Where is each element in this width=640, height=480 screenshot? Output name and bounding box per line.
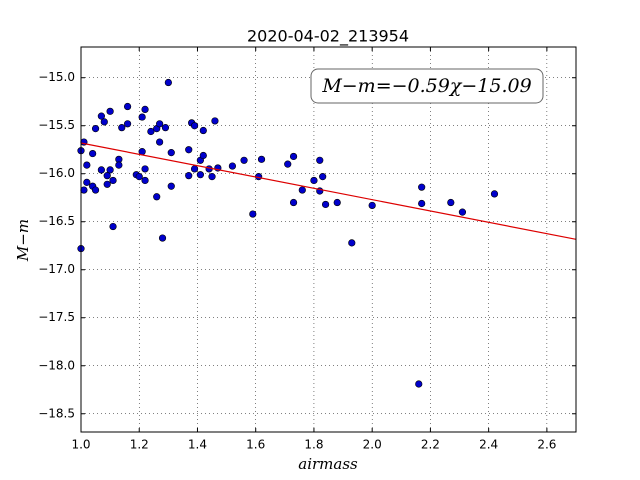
point xyxy=(249,210,257,218)
point xyxy=(97,166,105,174)
y-tick-label: −18.5 xyxy=(38,406,75,420)
point xyxy=(185,146,193,154)
point xyxy=(240,156,248,164)
point xyxy=(199,151,207,160)
point xyxy=(164,78,172,87)
y-tick-label: −16.5 xyxy=(38,214,75,228)
point xyxy=(418,183,426,191)
point xyxy=(83,161,91,169)
point xyxy=(284,160,292,168)
point xyxy=(83,178,91,186)
x-axis-label: airmass xyxy=(298,455,358,473)
point xyxy=(153,193,161,201)
point xyxy=(106,107,114,115)
point xyxy=(91,186,100,194)
point xyxy=(156,120,164,128)
plot-frame xyxy=(80,46,577,433)
point xyxy=(447,198,455,207)
point xyxy=(458,208,467,216)
point xyxy=(100,118,108,126)
point xyxy=(289,152,298,161)
x-tick-label: 2.2 xyxy=(421,438,440,452)
point xyxy=(118,124,126,132)
point xyxy=(490,190,499,198)
point xyxy=(190,122,199,130)
y-tick-label: −16.0 xyxy=(38,166,75,180)
point xyxy=(298,186,306,194)
point xyxy=(185,172,193,180)
point xyxy=(89,149,97,158)
point xyxy=(348,239,356,247)
x-tick-label: 1.6 xyxy=(246,438,265,452)
annotation-box xyxy=(310,68,544,104)
point xyxy=(208,173,216,181)
point xyxy=(135,173,143,181)
point xyxy=(97,112,105,120)
y-tick-label: −18.0 xyxy=(38,358,75,372)
x-tick-label: 1.4 xyxy=(188,438,207,452)
point xyxy=(289,198,298,207)
point xyxy=(147,127,155,136)
point xyxy=(333,198,341,207)
point xyxy=(141,176,149,185)
point xyxy=(158,234,167,242)
point xyxy=(316,156,324,164)
y-tick-label: −17.5 xyxy=(38,310,75,324)
point xyxy=(123,120,132,128)
x-tick-label: 1.0 xyxy=(71,438,90,452)
x-tick-label: 2.6 xyxy=(537,438,556,452)
point xyxy=(415,380,423,388)
point xyxy=(91,125,100,133)
x-tick-label: 2.0 xyxy=(363,438,382,452)
point xyxy=(319,173,327,181)
point xyxy=(109,222,117,231)
x-tick-label: 1.8 xyxy=(304,438,323,452)
point xyxy=(418,199,426,208)
point xyxy=(199,126,207,135)
point xyxy=(123,102,132,111)
point xyxy=(368,201,376,210)
x-tick-label: 1.2 xyxy=(130,438,149,452)
point xyxy=(141,165,149,173)
point xyxy=(141,105,149,114)
point xyxy=(257,155,266,163)
point xyxy=(156,138,164,146)
y-tick-label: −15.0 xyxy=(38,70,75,84)
point xyxy=(138,113,146,121)
chart-title: 2020-04-02_213954 xyxy=(247,27,409,47)
point xyxy=(109,176,117,185)
point xyxy=(310,176,318,185)
x-tick-label: 2.4 xyxy=(479,438,498,452)
point xyxy=(103,172,111,180)
y-axis-label: M−m xyxy=(14,219,32,262)
point xyxy=(321,200,330,209)
y-tick-label: −17.0 xyxy=(38,262,75,276)
point xyxy=(103,180,111,188)
point xyxy=(167,149,175,157)
annotation: M−m=−0.59χ−15.09 xyxy=(321,75,531,97)
y-tick-label: −15.5 xyxy=(38,118,75,132)
point xyxy=(106,166,114,174)
point xyxy=(196,171,204,179)
point xyxy=(161,124,170,132)
point xyxy=(80,186,88,194)
point xyxy=(190,165,199,173)
point xyxy=(211,117,219,125)
point xyxy=(167,182,175,190)
fit-line xyxy=(80,142,577,240)
point xyxy=(228,162,237,170)
point xyxy=(115,161,123,169)
